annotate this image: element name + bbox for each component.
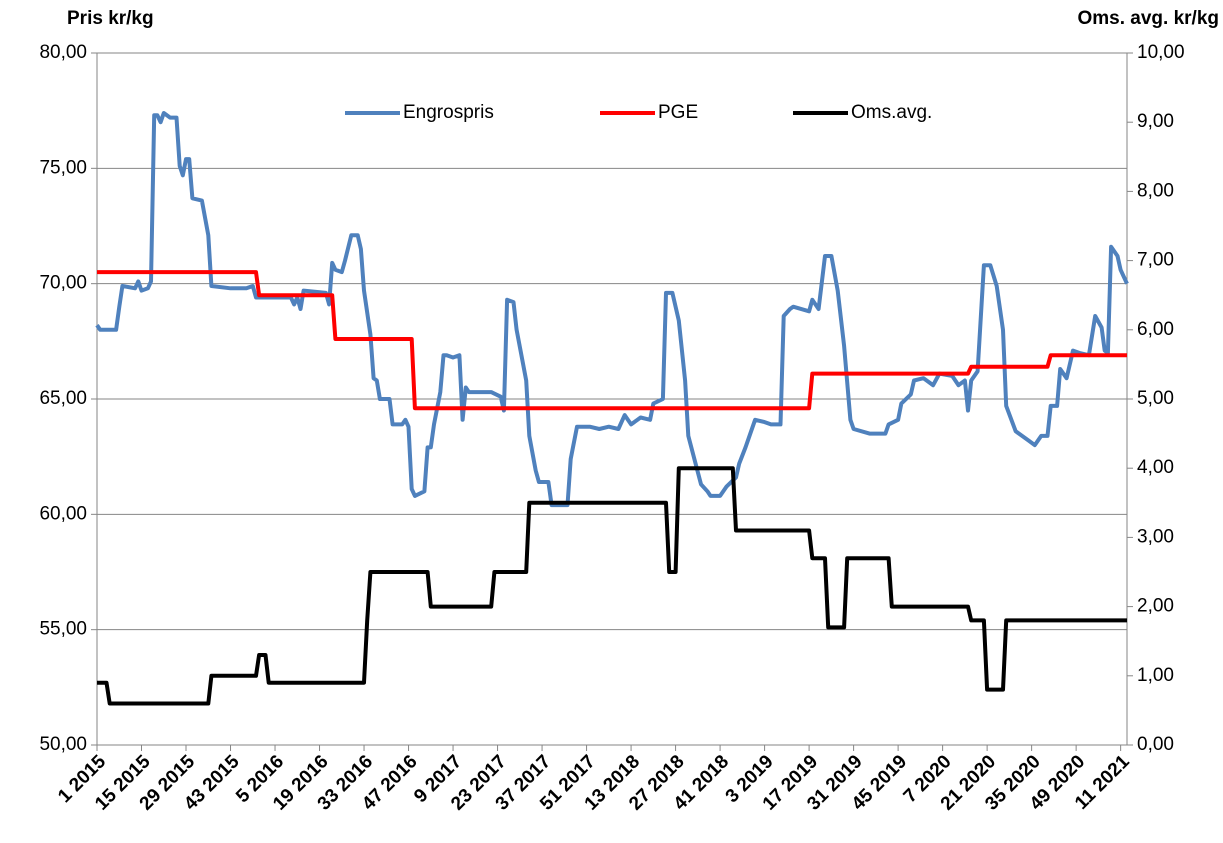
y-tick-label: 60,00 — [39, 503, 87, 524]
y2-tick-label: 1,00 — [1137, 665, 1174, 686]
y2-tick-label: 2,00 — [1137, 596, 1174, 617]
y-tick-label: 70,00 — [39, 273, 87, 294]
y2-tick-label: 6,00 — [1137, 319, 1174, 340]
series-line — [95, 111, 1129, 508]
y2-tick-label: 4,00 — [1137, 457, 1174, 478]
y-axis-title: Pris kr/kg — [67, 8, 154, 29]
y2-tick-label: 3,00 — [1137, 526, 1174, 547]
y2-tick-label: 0,00 — [1137, 734, 1174, 755]
legend-label: Engrospris — [403, 102, 494, 123]
legend-label: PGE — [658, 102, 698, 123]
y2-tick-label: 7,00 — [1137, 250, 1174, 271]
y-tick-label: 80,00 — [39, 42, 87, 63]
y-tick-label: 75,00 — [39, 157, 87, 178]
series-line — [97, 466, 1127, 706]
legend-label: Oms.avg. — [851, 102, 932, 123]
y-tick-label: 50,00 — [39, 734, 87, 755]
y2-axis-title: Oms. avg. kr/kg — [1077, 8, 1219, 29]
y2-tick-label: 9,00 — [1137, 111, 1174, 132]
y2-tick-label: 10,00 — [1137, 42, 1185, 63]
y-tick-label: 55,00 — [39, 619, 87, 640]
y2-tick-label: 8,00 — [1137, 180, 1174, 201]
series-line — [97, 270, 1127, 411]
y-tick-label: 65,00 — [39, 388, 87, 409]
y2-tick-label: 5,00 — [1137, 388, 1174, 409]
